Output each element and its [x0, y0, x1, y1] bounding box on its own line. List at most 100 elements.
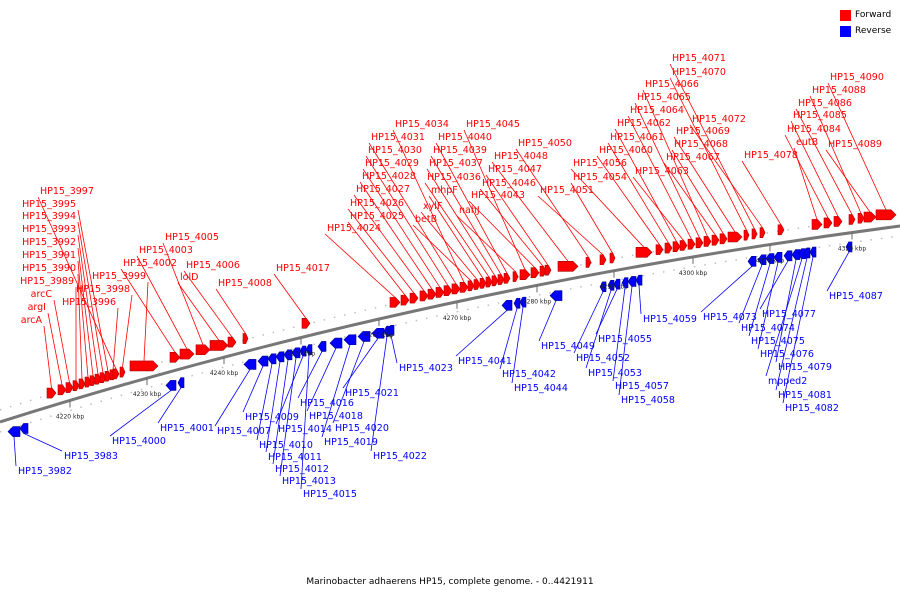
gene-arrow-hp15-4006[interactable]	[227, 336, 237, 348]
gene-arrow-hp15-4001[interactable]	[177, 377, 185, 388]
gene-arrow-hp15-4070[interactable]	[743, 229, 750, 241]
gene-arrow-hp15-4027[interactable]	[419, 290, 429, 302]
gene-arrow-hp15-4059[interactable]	[635, 274, 643, 286]
gene-arrow-hp15-4030[interactable]	[443, 285, 453, 296]
gene-arrow-hp15-4056[interactable]	[635, 247, 653, 258]
gene-arrow-hp15-4021[interactable]	[371, 327, 385, 339]
gene-arrow-hp15-4016[interactable]	[317, 341, 327, 352]
gene-arrow-nahj[interactable]	[512, 271, 519, 282]
gene-arrow-hp15-4084[interactable]	[823, 217, 833, 229]
gene-arrow-hp15-4074[interactable]	[757, 254, 767, 266]
gene-arrow-hp15-4005[interactable]	[195, 344, 211, 356]
gene-arrow-hp15-4037[interactable]	[491, 275, 499, 287]
gene-arrow-hp15-4017[interactable]	[301, 318, 311, 329]
gene-arrow-hp15-4062[interactable]	[672, 241, 681, 252]
gene-arrow-hp15-4023[interactable]	[387, 324, 395, 336]
gene-arrow-hp15-4079[interactable]	[791, 249, 801, 260]
gene-arrow-hp15-4007[interactable]	[243, 359, 257, 370]
gene-arrow-hp15-4076[interactable]	[773, 251, 783, 263]
gene-arrow-hp15-4075[interactable]	[765, 253, 775, 264]
gene-arrow-hp15-4055[interactable]	[613, 278, 621, 290]
gene-arrow-hp15-4000[interactable]	[165, 380, 177, 391]
gene-arrow-hp15-3993[interactable]	[94, 373, 102, 385]
gene-arrow-arcc[interactable]	[65, 382, 74, 393]
gene-arrow-hp15-3991[interactable]	[84, 376, 92, 388]
gene-arrow-hp15-4068[interactable]	[719, 233, 728, 245]
gene-arrow-hp15-3989[interactable]	[72, 380, 80, 391]
gene-arrow-hp15-4051[interactable]	[599, 254, 607, 266]
gene-arrow-hp15-3998[interactable]	[119, 366, 126, 378]
gene-arrow-hp15-4066[interactable]	[703, 236, 712, 247]
gene-arrow-hp15-4060[interactable]	[655, 244, 664, 255]
gene-arrow-hp15-4041[interactable]	[501, 300, 513, 311]
gene-arrow-hp15-4082[interactable]	[809, 246, 817, 258]
gene-arrow-hp15-4049[interactable]	[549, 290, 563, 301]
gene-arrow-hp15-3990[interactable]	[78, 378, 86, 390]
gene-arrow-hp15-4061[interactable]	[664, 242, 673, 254]
gene-arrow-hp15-4077[interactable]	[783, 250, 793, 262]
gene-arrow-argi[interactable]	[57, 384, 67, 396]
gene-arrow-hp15-4014[interactable]	[299, 345, 307, 357]
gene-arrow-hp15-4063[interactable]	[679, 240, 688, 251]
gene-arrow-hp15-3997[interactable]	[112, 368, 120, 380]
gene-arrow-hp15-4085[interactable]	[833, 216, 843, 227]
gene-arrow-hp15-4064[interactable]	[687, 238, 696, 250]
gene-arrow-hp15-4081[interactable]	[803, 247, 811, 259]
gene-arrow-hp15-4020[interactable]	[357, 331, 371, 342]
gene-arrow-hp15-3983[interactable]	[19, 423, 29, 434]
gene-arrow-hp15-4026[interactable]	[409, 292, 419, 304]
gene-arrow-hp15-4047[interactable]	[544, 264, 552, 276]
gene-arrow-hp15-4009[interactable]	[257, 355, 269, 367]
gene-arrow-hp15-4088[interactable]	[857, 212, 865, 224]
gene-arrow-hp15-4044[interactable]	[519, 296, 527, 308]
gene-arrow-hp15-4054[interactable]	[609, 252, 616, 264]
gene-arrow-hp15-4029[interactable]	[435, 287, 445, 298]
gene-arrow-hp15-4058[interactable]	[627, 276, 637, 287]
gene-arrow-hp15-4065[interactable]	[695, 237, 704, 249]
gene-arrow-hp15-4013[interactable]	[291, 347, 301, 359]
gene-arrow-hp15-4071[interactable]	[751, 228, 758, 240]
gene-arrow-hp15-4025[interactable]	[400, 294, 410, 306]
gene-arrow-xylf[interactable]	[473, 279, 481, 290]
gene-arrow-hp15-4022[interactable]	[383, 325, 391, 337]
gene-arrow-hp15-4045[interactable]	[519, 269, 531, 281]
gene-arrow-hp15-4087[interactable]	[845, 241, 853, 253]
gene-arrow-hp15-3982[interactable]	[7, 426, 21, 437]
gene-arrow-hp15-3995[interactable]	[104, 370, 112, 382]
gene-arrow-hp15-4042[interactable]	[513, 298, 521, 309]
gene-arrow-hp15-4072[interactable]	[759, 227, 766, 238]
gene-arrow-hp15-4018[interactable]	[329, 337, 343, 349]
gene-arrow-hp15-4039[interactable]	[497, 274, 505, 285]
gene-arrow-betb[interactable]	[467, 280, 475, 292]
gene-arrow-hp15-4024[interactable]	[389, 297, 401, 308]
gene-arrow-hp15-4053[interactable]	[607, 279, 615, 291]
gene-arrow-hp15-4073[interactable]	[747, 256, 757, 267]
gene-arrow-hp15-4089[interactable]	[863, 211, 877, 223]
gene-arrow-eutb[interactable]	[811, 219, 823, 230]
gene-arrow-hp15-4019[interactable]	[343, 334, 357, 346]
gene-arrow-hp15-4036[interactable]	[485, 276, 493, 288]
gene-arrow-hp15-4010[interactable]	[267, 353, 277, 365]
gene-arrow-hp15-4002[interactable]	[169, 352, 181, 363]
gene-arrow-hp15-4057[interactable]	[621, 277, 629, 289]
gene-arrow-hp15-3992[interactable]	[89, 375, 97, 386]
gene-arrow-hp15-4040[interactable]	[503, 273, 511, 284]
gene-arrow-hp15-4050[interactable]	[585, 257, 592, 268]
gene-arrow-hp15-4046[interactable]	[539, 265, 547, 277]
gene-arrow-hp15-3999[interactable]	[129, 360, 159, 372]
gene-arrow-hp15-4048[interactable]	[557, 261, 579, 272]
gene-arrow-arca[interactable]	[46, 387, 57, 399]
gene-arrow-hp15-4069[interactable]	[727, 231, 743, 243]
gene-arrow-mhpf[interactable]	[479, 277, 487, 289]
gene-arrow-hp15-4028[interactable]	[427, 288, 437, 300]
gene-arrow-hp15-4052[interactable]	[599, 281, 607, 293]
gene-arrow-hp15-4086[interactable]	[848, 214, 856, 225]
gene-arrow-hp15-4003[interactable]	[179, 348, 195, 360]
gene-arrow-mpped2[interactable]	[797, 248, 807, 259]
gene-arrow-hp15-4078[interactable]	[777, 224, 785, 236]
gene-arrow-hp15-4015[interactable]	[305, 344, 313, 355]
gene-arrow-hp15-4034[interactable]	[459, 281, 469, 293]
gene-arrow-hp15-4031[interactable]	[451, 283, 461, 295]
gene-arrow-hp15-3994[interactable]	[99, 372, 107, 383]
gene-arrow-hp15-4008[interactable]	[242, 333, 249, 344]
